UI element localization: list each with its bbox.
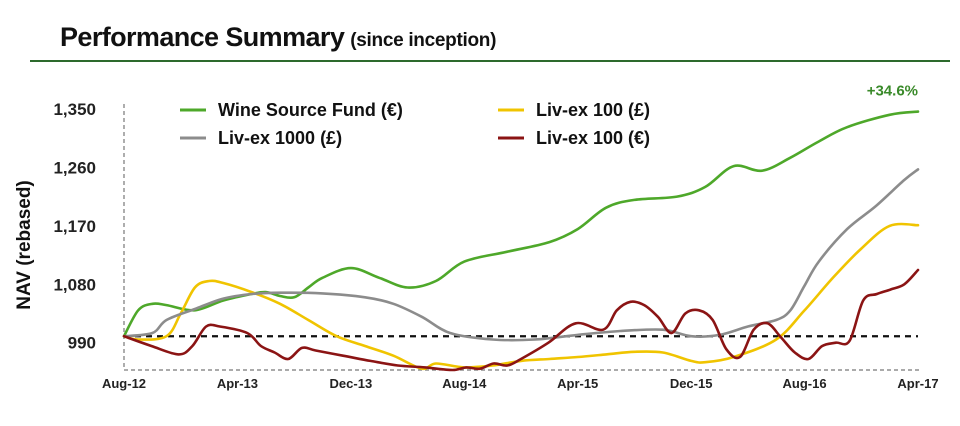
page-subtitle: (since inception): [350, 30, 497, 51]
legend-label: Liv-ex 100 (£): [536, 100, 650, 120]
x-tick-label: Aug-14: [442, 376, 487, 391]
x-tick-label: Apr-15: [557, 376, 598, 391]
legend-label: Wine Source Fund (€): [218, 100, 403, 120]
y-tick-label: 1,260: [53, 158, 96, 177]
series-line-0: [122, 110, 920, 338]
y-tick-label: 1,350: [53, 100, 96, 119]
legend-label: Liv-ex 100 (€): [536, 128, 650, 148]
y-tick-label: 1,080: [53, 275, 96, 294]
series-line-3: [122, 268, 920, 372]
series-line-2: [122, 168, 920, 342]
return-annotation: +34.6%: [867, 83, 918, 100]
x-tick-label: Apr-13: [217, 376, 258, 391]
x-tick-label: Apr-17: [897, 376, 938, 391]
x-tick-label: Dec-15: [670, 376, 713, 391]
title-underline: [30, 60, 950, 62]
page-title: Performance Summary: [60, 22, 345, 52]
x-tick-label: Aug-12: [102, 376, 146, 391]
series-line-1: [122, 222, 920, 371]
x-tick-label: Dec-13: [330, 376, 373, 391]
y-tick-label: 1,170: [53, 217, 96, 236]
x-tick-label: Aug-16: [783, 376, 827, 391]
y-tick-label: 990: [68, 334, 96, 353]
y-axis-label: NAV (rebased): [14, 180, 35, 310]
legend-label: Liv-ex 1000 (£): [218, 128, 342, 148]
